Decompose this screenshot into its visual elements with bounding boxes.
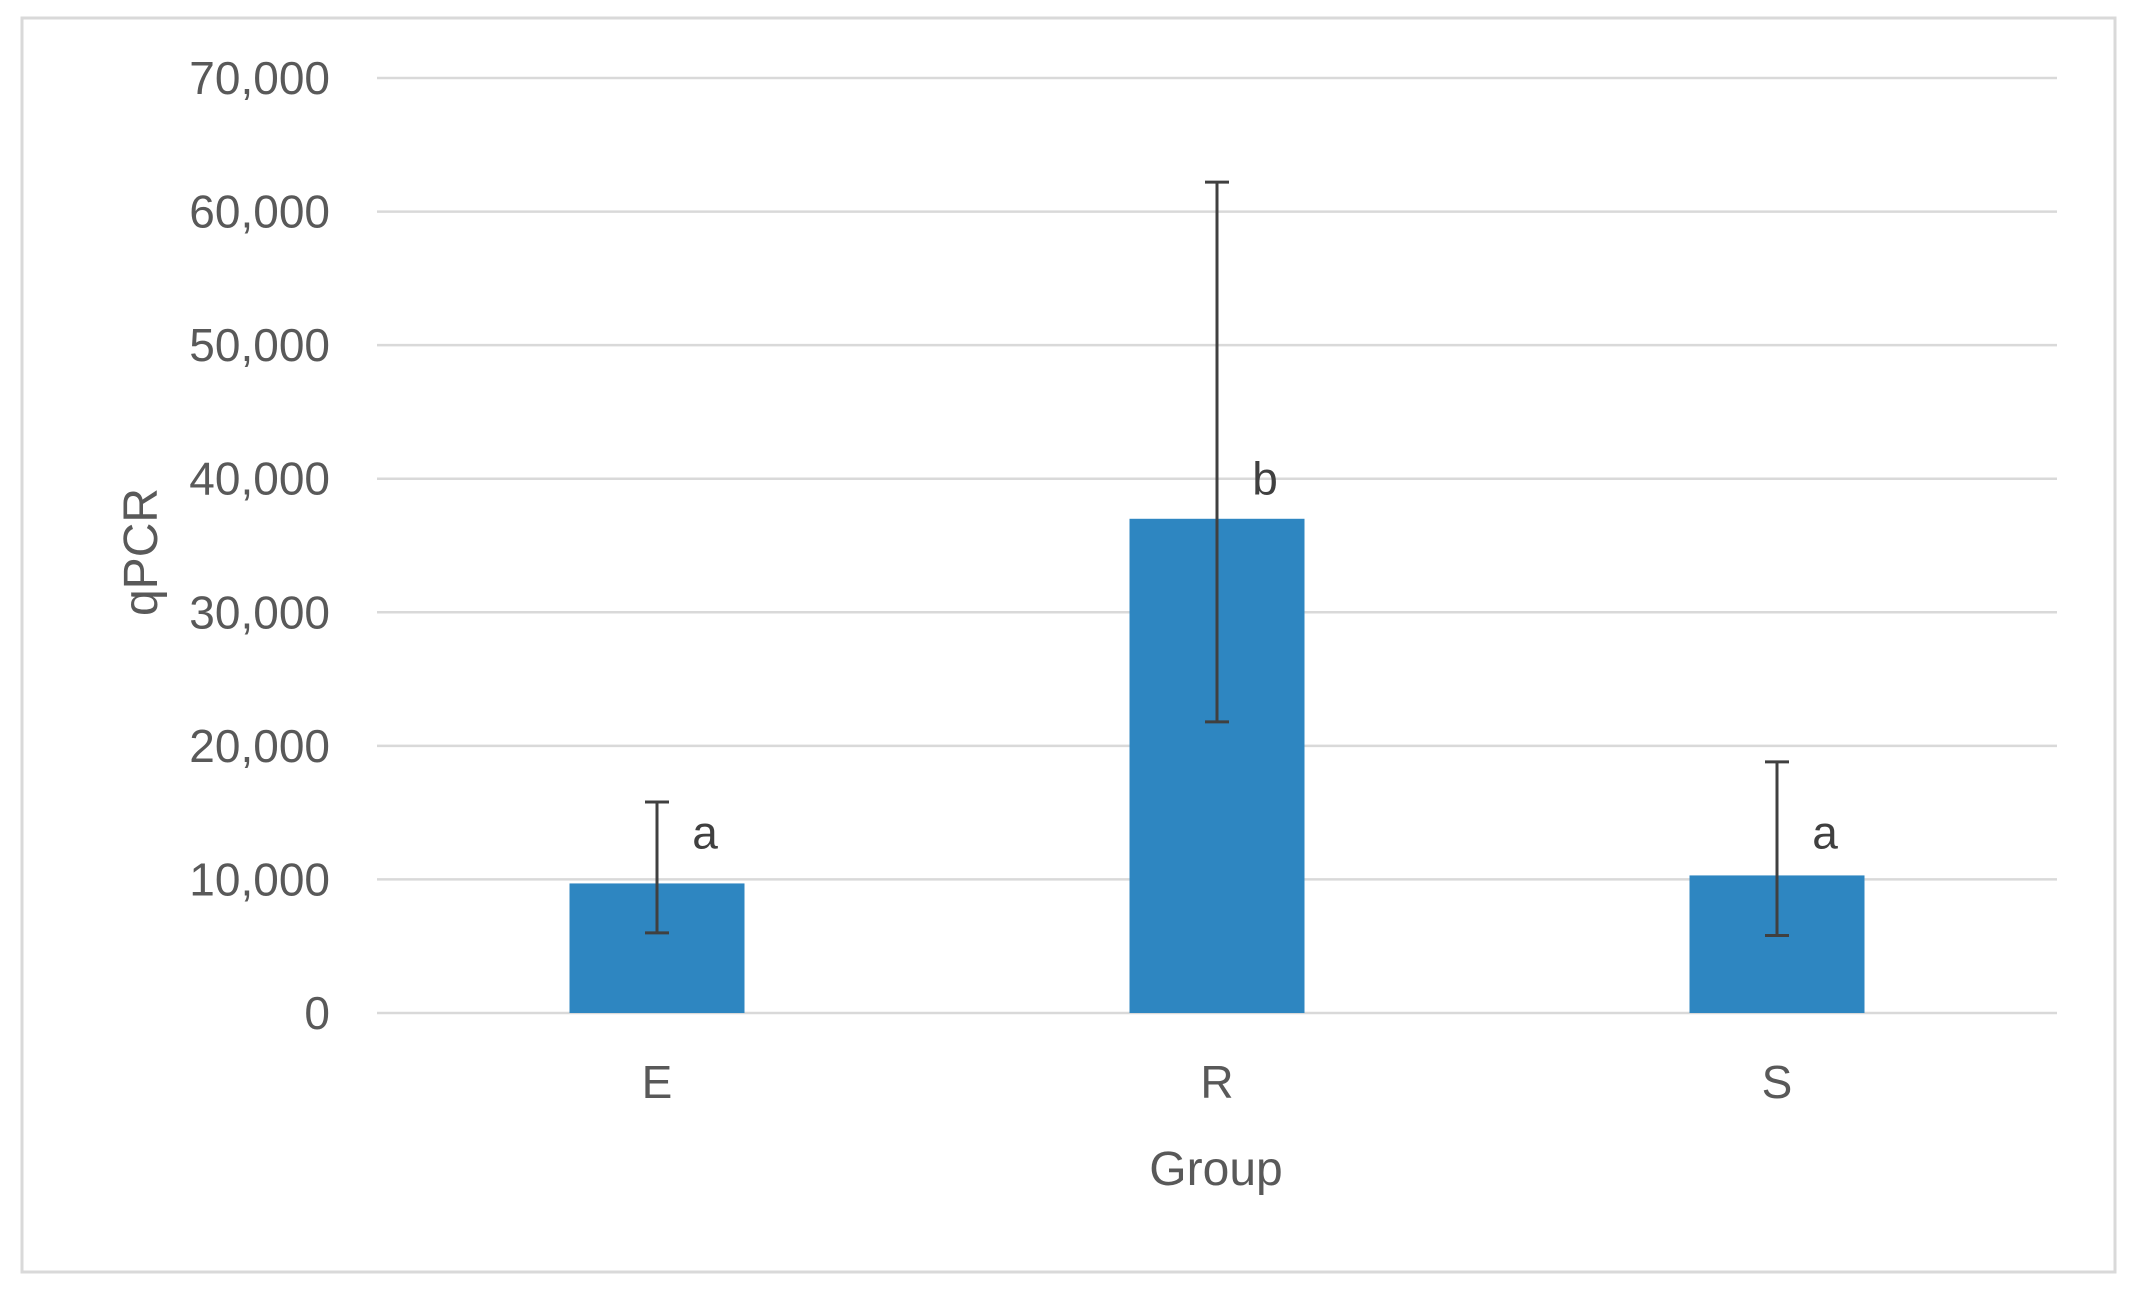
- error-bars: [645, 180, 1789, 938]
- y-tick-label: 10,000: [189, 853, 330, 905]
- significance-label-R: b: [1252, 453, 1278, 505]
- y-axis-title: qPCR: [115, 488, 168, 616]
- significance-label-E: a: [692, 807, 718, 859]
- x-axis-title: Group: [1149, 1143, 1282, 1196]
- y-tick-label: 0: [304, 987, 330, 1039]
- significance-label-S: a: [1812, 807, 1838, 859]
- error-bar-S: [1765, 760, 1789, 938]
- x-tick-label-R: R: [1200, 1056, 1233, 1108]
- y-tick-label: 50,000: [189, 319, 330, 371]
- y-tick-label: 60,000: [189, 186, 330, 238]
- y-tick-label: 20,000: [189, 720, 330, 772]
- y-tick-label: 70,000: [189, 52, 330, 104]
- x-tick-label-E: E: [642, 1056, 673, 1108]
- error-bar-R: [1205, 180, 1229, 724]
- significance-labels: a b a: [692, 453, 1838, 859]
- chart-border: [20, 16, 2117, 1274]
- y-tick-label: 40,000: [189, 453, 330, 505]
- y-tick-label: 30,000: [189, 586, 330, 638]
- x-tick-label-S: S: [1762, 1056, 1793, 1108]
- error-bar-E: [645, 800, 669, 935]
- bars: [569, 518, 1865, 1013]
- y-axis-ticks: 0 10,000 20,000 30,000 40,000 50,000 60,000 70,…: [189, 52, 330, 1039]
